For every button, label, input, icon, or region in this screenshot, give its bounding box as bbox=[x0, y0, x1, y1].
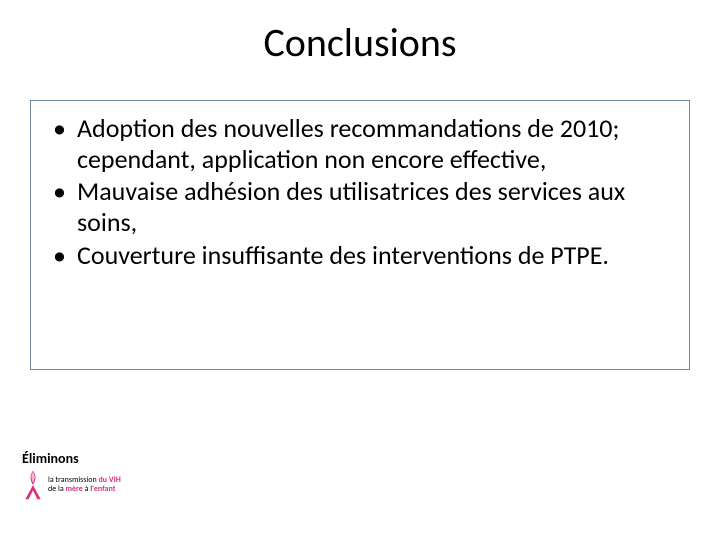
footer-logo: Éliminons la transmission du VIH de la m… bbox=[22, 452, 182, 512]
logo-row: la transmission du VIH de la mère à l'en… bbox=[22, 468, 182, 502]
slide-title: Conclusions bbox=[0, 18, 720, 67]
logo-sub2-accent2: enfant bbox=[94, 484, 116, 494]
logo-sub2-plain2: à l' bbox=[83, 484, 94, 494]
logo-sub2-accent1: mère bbox=[65, 484, 82, 494]
bullet-item: Adoption des nouvelles recommandations d… bbox=[53, 113, 667, 174]
logo-sub2-plain1: de la bbox=[48, 484, 65, 494]
ribbon-icon bbox=[22, 468, 44, 502]
bullet-item: Couverture insuffisante des intervention… bbox=[53, 240, 667, 271]
bullet-item: Mauvaise adhésion des utilisatrices des … bbox=[53, 176, 667, 237]
slide: Conclusions Adoption des nouvelles recom… bbox=[0, 0, 720, 540]
bullet-list: Adoption des nouvelles recommandations d… bbox=[53, 113, 667, 270]
logo-heading: Éliminons bbox=[22, 452, 182, 466]
logo-sub: la transmission du VIH de la mère à l'en… bbox=[48, 476, 121, 494]
content-box: Adoption des nouvelles recommandations d… bbox=[30, 100, 690, 370]
logo-sub-line2: de la mère à l'enfant bbox=[48, 485, 121, 494]
